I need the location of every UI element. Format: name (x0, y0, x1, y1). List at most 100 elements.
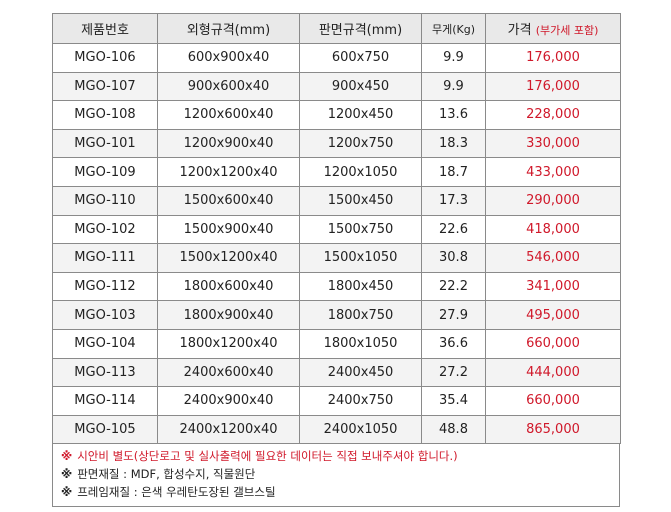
note-design-fee: ※ 시안비 별도(상단로고 및 실사출력에 필요한 데이터는 직접 보내주셔야 합… (61, 447, 611, 465)
cell-weight: 36.6 (421, 328, 486, 359)
note-mark: ※ (61, 485, 73, 500)
cell-board-size: 900x450 (299, 71, 422, 102)
cell-price: 228,000 (485, 100, 621, 130)
cell-price: 418,000 (485, 214, 621, 245)
header-price-label: 가격 (507, 23, 532, 38)
table-row: MGO-108 1200x600x40 1200x450 13.6 228,000 (52, 100, 621, 130)
cell-product-no: MGO-102 (52, 214, 158, 245)
cell-product-no: MGO-114 (52, 386, 158, 416)
header-outer-size: 외형규격(mm) (157, 13, 300, 44)
cell-product-no: MGO-110 (52, 185, 158, 216)
note-text: 판면재질 : MDF, 합성수지, 직물원단 (77, 467, 256, 482)
cell-weight: 30.8 (421, 243, 486, 273)
cell-board-size: 1800x1050 (299, 328, 422, 359)
table-row: MGO-107 900x600x40 900x450 9.9 176,000 (52, 71, 621, 102)
note-text: 시안비 별도(상단로고 및 실사출력에 필요한 데이터는 직접 보내주셔야 합니… (77, 449, 458, 464)
cell-weight: 48.8 (421, 414, 486, 445)
note-text: 프레임재질 : 은색 우레탄도장된 갤브스틸 (77, 485, 276, 500)
cell-outer-size: 2400x1200x40 (157, 414, 300, 445)
table-row: MGO-106 600x900x40 600x750 9.9 176,000 (52, 43, 621, 73)
cell-price: 290,000 (485, 185, 621, 216)
table-row: MGO-113 2400x600x40 2400x450 27.2 444,000 (52, 357, 621, 388)
cell-product-no: MGO-113 (52, 357, 158, 388)
note-mark: ※ (61, 467, 73, 482)
note-mark: ※ (61, 449, 73, 464)
cell-weight: 13.6 (421, 100, 486, 130)
cell-price: 546,000 (485, 243, 621, 273)
cell-weight: 27.2 (421, 357, 486, 388)
cell-board-size: 1500x750 (299, 214, 422, 245)
table-row: MGO-105 2400x1200x40 2400x1050 48.8 865,000 (52, 414, 621, 445)
cell-board-size: 600x750 (299, 43, 422, 73)
cell-product-no: MGO-103 (52, 300, 158, 330)
table-row: MGO-104 1800x1200x40 1800x1050 36.6 660,000 (52, 328, 621, 359)
cell-price: 176,000 (485, 43, 621, 73)
cell-outer-size: 600x900x40 (157, 43, 300, 73)
cell-product-no: MGO-106 (52, 43, 158, 73)
cell-product-no: MGO-105 (52, 414, 158, 445)
cell-board-size: 1200x750 (299, 128, 422, 159)
cell-board-size: 1800x450 (299, 271, 422, 302)
cell-outer-size: 1800x900x40 (157, 300, 300, 330)
cell-outer-size: 2400x600x40 (157, 357, 300, 388)
cell-price: 330,000 (485, 128, 621, 159)
price-table: 제품번호 외형규격(mm) 판면규격(mm) 무게(Kg) 가격 (부가세 포함… (52, 13, 621, 445)
cell-board-size: 1800x750 (299, 300, 422, 330)
header-board-size: 판면규격(mm) (299, 13, 422, 44)
cell-outer-size: 2400x900x40 (157, 386, 300, 416)
cell-board-size: 2400x1050 (299, 414, 422, 445)
table-header-row: 제품번호 외형규격(mm) 판면규격(mm) 무게(Kg) 가격 (부가세 포함… (52, 13, 621, 44)
header-price-note: (부가세 포함) (535, 24, 599, 37)
cell-product-no: MGO-101 (52, 128, 158, 159)
cell-board-size: 1200x1050 (299, 157, 422, 187)
cell-outer-size: 1500x900x40 (157, 214, 300, 245)
cell-board-size: 2400x450 (299, 357, 422, 388)
cell-product-no: MGO-111 (52, 243, 158, 273)
cell-price: 660,000 (485, 386, 621, 416)
cell-price: 444,000 (485, 357, 621, 388)
cell-product-no: MGO-108 (52, 100, 158, 130)
header-price: 가격 (부가세 포함) (485, 13, 621, 44)
cell-board-size: 2400x750 (299, 386, 422, 416)
cell-price: 865,000 (485, 414, 621, 445)
cell-weight: 9.9 (421, 71, 486, 102)
cell-weight: 27.9 (421, 300, 486, 330)
cell-weight: 18.3 (421, 128, 486, 159)
cell-weight: 35.4 (421, 386, 486, 416)
cell-weight: 9.9 (421, 43, 486, 73)
cell-board-size: 1500x1050 (299, 243, 422, 273)
note-frame-material: ※ 프레임재질 : 은색 우레탄도장된 갤브스틸 (61, 483, 611, 501)
cell-outer-size: 1200x1200x40 (157, 157, 300, 187)
cell-price: 660,000 (485, 328, 621, 359)
note-board-material: ※ 판면재질 : MDF, 합성수지, 직물원단 (61, 465, 611, 483)
notes-box: ※ 시안비 별도(상단로고 및 실사출력에 필요한 데이터는 직접 보내주셔야 합… (52, 444, 620, 508)
cell-weight: 22.6 (421, 214, 486, 245)
cell-outer-size: 1500x600x40 (157, 185, 300, 216)
table-row: MGO-112 1800x600x40 1800x450 22.2 341,000 (52, 271, 621, 302)
price-table-container: 제품번호 외형규격(mm) 판면규격(mm) 무게(Kg) 가격 (부가세 포함… (52, 13, 621, 508)
cell-board-size: 1500x450 (299, 185, 422, 216)
table-row: MGO-102 1500x900x40 1500x750 22.6 418,000 (52, 214, 621, 245)
cell-price: 341,000 (485, 271, 621, 302)
cell-outer-size: 900x600x40 (157, 71, 300, 102)
cell-weight: 17.3 (421, 185, 486, 216)
cell-outer-size: 1800x1200x40 (157, 328, 300, 359)
cell-price: 176,000 (485, 71, 621, 102)
table-row: MGO-110 1500x600x40 1500x450 17.3 290,000 (52, 185, 621, 216)
cell-product-no: MGO-107 (52, 71, 158, 102)
cell-outer-size: 1500x1200x40 (157, 243, 300, 273)
cell-product-no: MGO-112 (52, 271, 158, 302)
cell-weight: 18.7 (421, 157, 486, 187)
cell-outer-size: 1200x600x40 (157, 100, 300, 130)
cell-board-size: 1200x450 (299, 100, 422, 130)
table-row: MGO-109 1200x1200x40 1200x1050 18.7 433,000 (52, 157, 621, 187)
header-weight: 무게(Kg) (421, 13, 486, 44)
table-row: MGO-114 2400x900x40 2400x750 35.4 660,000 (52, 386, 621, 416)
cell-outer-size: 1200x900x40 (157, 128, 300, 159)
table-row: MGO-111 1500x1200x40 1500x1050 30.8 546,000 (52, 243, 621, 273)
cell-price: 433,000 (485, 157, 621, 187)
cell-product-no: MGO-109 (52, 157, 158, 187)
header-product-no: 제품번호 (52, 13, 158, 44)
cell-price: 495,000 (485, 300, 621, 330)
table-row: MGO-101 1200x900x40 1200x750 18.3 330,000 (52, 128, 621, 159)
